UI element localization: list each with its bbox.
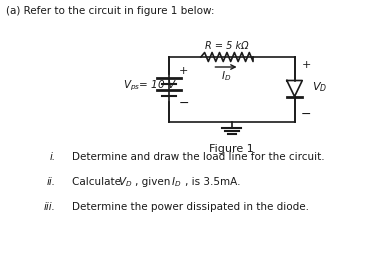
Text: iii.: iii. xyxy=(44,202,56,212)
Text: i.: i. xyxy=(50,152,56,162)
Text: $V_{ps}$= 10 V: $V_{ps}$= 10 V xyxy=(122,78,177,93)
Text: +: + xyxy=(179,66,188,77)
Text: $I_D$: $I_D$ xyxy=(171,175,181,189)
Text: +: + xyxy=(301,60,311,70)
Text: −: − xyxy=(178,97,189,110)
Text: Figure 1: Figure 1 xyxy=(209,144,254,154)
Text: Calculate: Calculate xyxy=(73,177,125,187)
Text: −: − xyxy=(301,108,311,120)
Text: $V_D$: $V_D$ xyxy=(118,175,132,189)
Text: $V_D$: $V_D$ xyxy=(312,81,327,95)
Text: Determine and draw the load line for the circuit.: Determine and draw the load line for the… xyxy=(73,152,325,162)
Text: , is 3.5mA.: , is 3.5mA. xyxy=(185,177,241,187)
Text: , given: , given xyxy=(135,177,173,187)
Text: ii.: ii. xyxy=(47,177,56,187)
Text: R = 5 kΩ: R = 5 kΩ xyxy=(205,41,249,51)
Text: (a) Refer to the circuit in figure 1 below:: (a) Refer to the circuit in figure 1 bel… xyxy=(6,6,214,16)
Text: $I_D$: $I_D$ xyxy=(221,69,231,83)
Polygon shape xyxy=(287,80,302,96)
Text: Determine the power dissipated in the diode.: Determine the power dissipated in the di… xyxy=(73,202,310,212)
